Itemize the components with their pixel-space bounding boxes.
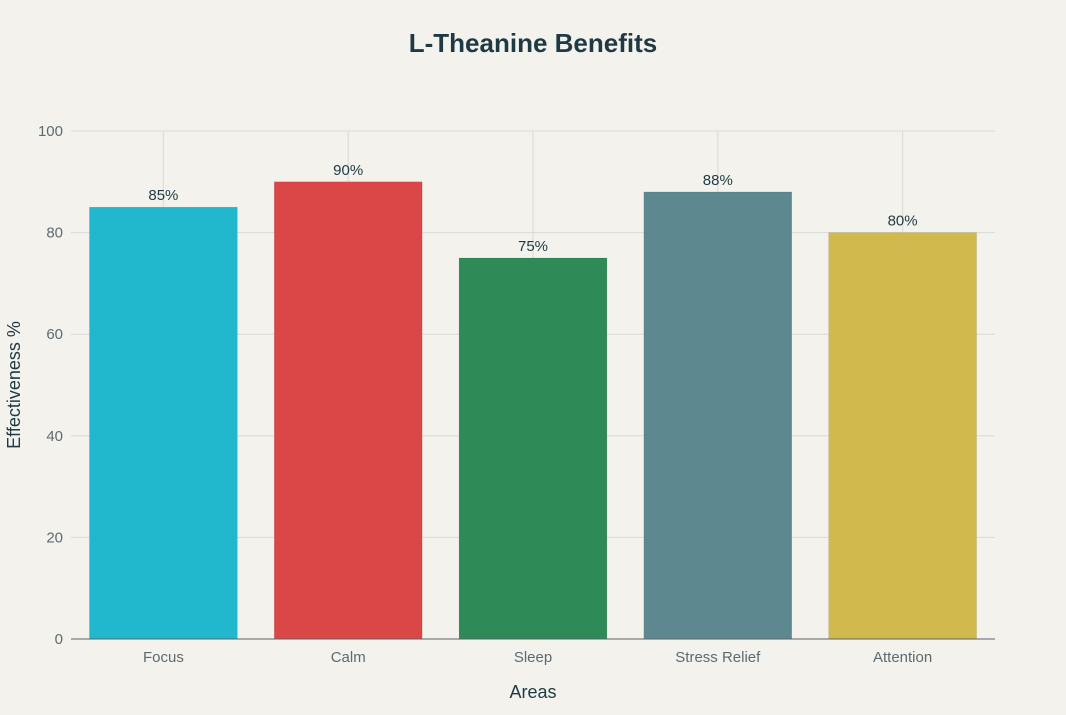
data-labels: 85% 90% 75% 88% 80% [148,162,917,255]
x-tick-label: Stress Relief [675,649,761,666]
bar-focus [89,206,238,640]
bar-sleep [458,257,608,640]
bar-stress-relief [643,191,792,640]
chart-title: L-Theanine Benefits [409,28,657,58]
data-label: 75% [518,238,548,255]
x-axis-title: Areas [509,682,556,702]
x-tick-label: Sleep [514,649,552,666]
y-tick-label: 100 [38,123,63,140]
y-axis-ticks: 0 20 40 60 80 100 [38,123,63,648]
y-tick-label: 60 [46,326,63,343]
x-tick-label: Focus [143,649,184,666]
y-tick-label: 40 [46,428,63,445]
y-axis-title: Effectiveness % [4,321,24,449]
data-label: 80% [888,213,918,230]
y-tick-label: 0 [55,631,63,648]
data-label: 85% [148,187,178,204]
data-label: 88% [703,172,733,189]
y-tick-label: 80 [46,225,63,242]
x-tick-label: Attention [873,649,932,666]
bar-calm [274,181,423,640]
bar-attention [828,232,977,640]
y-tick-label: 20 [46,529,63,546]
bars [89,181,977,640]
x-tick-label: Calm [331,649,366,666]
x-axis-ticks: Focus Calm Sleep Stress Relief Attention [143,649,932,666]
data-label: 90% [333,162,363,179]
